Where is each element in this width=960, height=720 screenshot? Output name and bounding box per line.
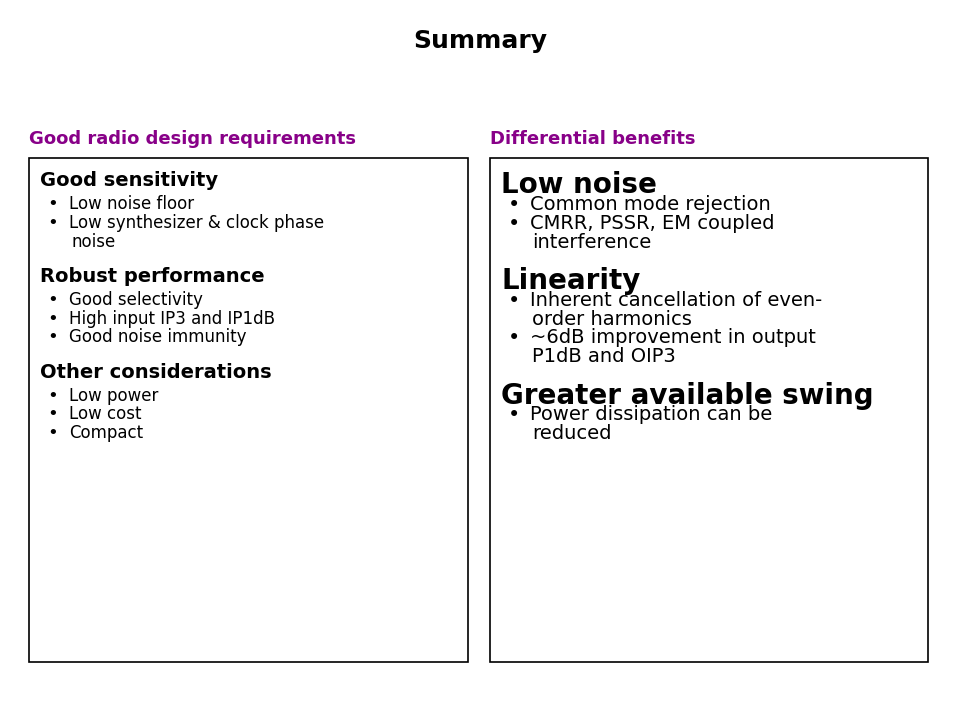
Text: Differential benefits: Differential benefits	[490, 130, 695, 148]
Text: reduced: reduced	[532, 424, 612, 443]
Text: •: •	[508, 405, 519, 426]
Text: Low power: Low power	[69, 387, 158, 405]
Text: •: •	[47, 310, 59, 328]
Text: Low noise floor: Low noise floor	[69, 195, 194, 213]
Text: •: •	[508, 328, 519, 348]
Text: Good noise immunity: Good noise immunity	[69, 328, 247, 346]
Text: Good sensitivity: Good sensitivity	[40, 171, 219, 190]
Text: Other considerations: Other considerations	[40, 363, 272, 382]
Text: •: •	[47, 328, 59, 346]
Text: Common mode rejection: Common mode rejection	[530, 195, 771, 214]
Text: Summary: Summary	[413, 29, 547, 53]
Text: Robust performance: Robust performance	[40, 267, 265, 286]
Text: Inherent cancellation of even-: Inherent cancellation of even-	[530, 291, 822, 310]
Text: Power dissipation can be: Power dissipation can be	[530, 405, 772, 424]
Text: •: •	[508, 291, 519, 311]
Text: P1dB and OIP3: P1dB and OIP3	[532, 347, 676, 366]
Text: •: •	[47, 195, 59, 213]
Text: Good radio design requirements: Good radio design requirements	[29, 130, 356, 148]
Text: Good selectivity: Good selectivity	[69, 291, 203, 309]
Text: order harmonics: order harmonics	[532, 310, 692, 328]
Text: •: •	[47, 424, 59, 442]
Text: •: •	[47, 405, 59, 423]
Text: High input IP3 and IP1dB: High input IP3 and IP1dB	[69, 310, 276, 328]
Text: Low cost: Low cost	[69, 405, 142, 423]
Text: Low noise: Low noise	[501, 171, 657, 199]
Text: ~6dB improvement in output: ~6dB improvement in output	[530, 328, 816, 347]
Text: Low synthesizer & clock phase: Low synthesizer & clock phase	[69, 214, 324, 232]
Text: CMRR, PSSR, EM coupled: CMRR, PSSR, EM coupled	[530, 214, 775, 233]
Text: noise: noise	[71, 233, 115, 251]
Text: •: •	[47, 214, 59, 232]
FancyBboxPatch shape	[490, 158, 928, 662]
Text: interference: interference	[532, 233, 651, 251]
Text: Compact: Compact	[69, 424, 143, 442]
FancyBboxPatch shape	[29, 158, 468, 662]
Text: Greater available swing: Greater available swing	[501, 382, 874, 410]
Text: •: •	[47, 387, 59, 405]
Text: •: •	[47, 291, 59, 309]
Text: •: •	[508, 214, 519, 234]
Text: Linearity: Linearity	[501, 267, 640, 295]
Text: •: •	[508, 195, 519, 215]
